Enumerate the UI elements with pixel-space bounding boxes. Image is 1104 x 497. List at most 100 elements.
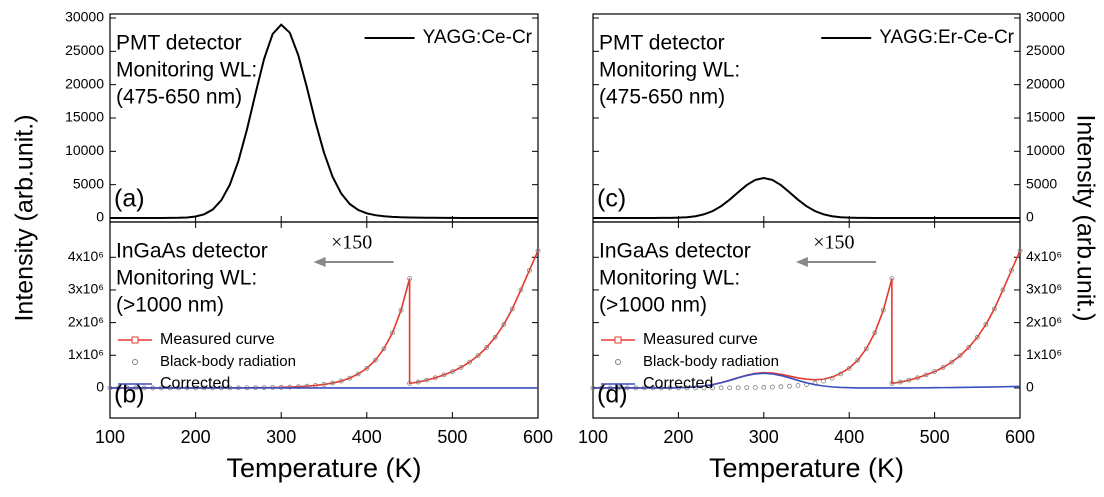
data-point bbox=[398, 307, 404, 313]
data-point bbox=[364, 365, 370, 371]
y-tick-label: 10000 bbox=[1026, 142, 1065, 158]
data-point bbox=[718, 385, 724, 391]
legend-marker bbox=[615, 359, 621, 365]
data-point bbox=[983, 322, 989, 327]
data-point bbox=[484, 345, 490, 350]
data-point bbox=[287, 384, 293, 390]
data-point bbox=[381, 346, 387, 352]
y-tick-label: 3x10⁶ bbox=[1026, 281, 1062, 297]
panel-text: (>1000 nm) bbox=[116, 294, 224, 317]
data-point bbox=[710, 385, 715, 391]
x-tick-label: 500 bbox=[920, 427, 950, 447]
y-tick-label: 20000 bbox=[1026, 75, 1065, 91]
panel-text: (475-650 nm) bbox=[116, 86, 242, 109]
data-point bbox=[727, 385, 733, 391]
y-tick-label: 30000 bbox=[1026, 9, 1065, 25]
y-tick-label: 2x10⁶ bbox=[68, 313, 104, 329]
data-point bbox=[752, 385, 758, 390]
data-point bbox=[432, 375, 438, 381]
panel-label: (d) bbox=[597, 381, 628, 409]
note: ×150 bbox=[813, 232, 854, 254]
data-point bbox=[957, 353, 963, 359]
plot-frame bbox=[592, 221, 1021, 419]
panel-label: (a) bbox=[114, 185, 145, 213]
panel-text: PMT detector bbox=[599, 32, 725, 55]
x-tick-label: 400 bbox=[834, 427, 864, 447]
data-point bbox=[821, 378, 826, 384]
y-tick-label: 15000 bbox=[65, 109, 104, 125]
data-point bbox=[863, 346, 869, 352]
series-line bbox=[110, 23, 538, 219]
data-point bbox=[321, 382, 327, 387]
y-tick-label: 25000 bbox=[65, 42, 104, 58]
data-point bbox=[527, 267, 532, 273]
data-point bbox=[787, 383, 792, 389]
data-point bbox=[949, 359, 955, 365]
data-point bbox=[492, 334, 498, 340]
y-tick-label: 0 bbox=[96, 379, 104, 395]
data-point bbox=[1017, 248, 1023, 254]
panel-text: Monitoring WL: bbox=[116, 267, 257, 290]
data-point bbox=[449, 369, 455, 375]
panel-text: PMT detector bbox=[116, 32, 242, 55]
y-tick-label: 3x10⁶ bbox=[68, 281, 104, 297]
data-point bbox=[855, 357, 861, 363]
data-point bbox=[769, 384, 775, 390]
y-tick-label: 1x10⁶ bbox=[68, 346, 104, 362]
y-axis-label: Intensity (arb.unit.) bbox=[11, 114, 39, 321]
y-tick-label: 15000 bbox=[1026, 109, 1065, 125]
y-tick-label: 0 bbox=[1026, 209, 1034, 225]
data-point bbox=[940, 364, 946, 370]
legend-label: YAGG:Ce-Cr bbox=[423, 27, 533, 48]
y-tick-label: 4x10⁶ bbox=[1026, 248, 1062, 264]
y-tick-label: 5000 bbox=[73, 175, 104, 191]
data-point bbox=[501, 322, 507, 327]
note: ×150 bbox=[331, 232, 372, 254]
data-point bbox=[974, 334, 980, 340]
legend-label: YAGG:Er-Ce-Cr bbox=[879, 27, 1014, 48]
y-tick-label: 30000 bbox=[65, 9, 104, 25]
y-tick-label: 1x10⁶ bbox=[1026, 346, 1062, 362]
y-tick-label: 4x10⁶ bbox=[68, 248, 104, 264]
data-point bbox=[991, 306, 997, 312]
data-point bbox=[889, 276, 895, 281]
plot-frame bbox=[109, 221, 539, 419]
data-point bbox=[441, 372, 447, 378]
legend-label: Measured curve bbox=[643, 331, 758, 348]
data-point bbox=[535, 248, 541, 254]
data-point bbox=[475, 353, 481, 359]
legend-label: Corrected bbox=[160, 375, 230, 392]
data-point bbox=[390, 330, 395, 336]
x-axis-label: Temperature (K) bbox=[226, 453, 421, 483]
panel-text: (>1000 nm) bbox=[599, 294, 707, 317]
y-tick-label: 0 bbox=[96, 209, 104, 225]
x-tick-label: 300 bbox=[749, 427, 779, 447]
data-point bbox=[693, 385, 698, 391]
data-point bbox=[415, 379, 421, 385]
legend-marker bbox=[614, 336, 622, 344]
series-line bbox=[593, 176, 1020, 219]
x-tick-label: 600 bbox=[523, 427, 553, 447]
x-tick-label: 100 bbox=[578, 427, 608, 447]
data-point bbox=[829, 375, 835, 381]
data-point bbox=[347, 375, 353, 381]
data-point bbox=[744, 385, 750, 391]
data-point bbox=[467, 359, 472, 365]
data-point bbox=[424, 377, 430, 383]
data-point bbox=[915, 375, 920, 381]
panel-text: Monitoring WL: bbox=[116, 59, 257, 82]
panel-text: InGaAs detector bbox=[116, 240, 268, 263]
data-point bbox=[458, 364, 464, 370]
data-point bbox=[330, 380, 335, 386]
data-point bbox=[1009, 267, 1014, 273]
panel-text: Monitoring WL: bbox=[599, 267, 740, 290]
x-tick-label: 300 bbox=[266, 427, 296, 447]
data-point bbox=[518, 287, 524, 293]
x-tick-label: 400 bbox=[352, 427, 382, 447]
y-tick-label: 20000 bbox=[65, 75, 104, 91]
x-tick-label: 100 bbox=[95, 427, 125, 447]
data-point bbox=[509, 306, 515, 312]
y-tick-label: 0 bbox=[1026, 379, 1034, 395]
x-tick-label: 500 bbox=[437, 427, 467, 447]
